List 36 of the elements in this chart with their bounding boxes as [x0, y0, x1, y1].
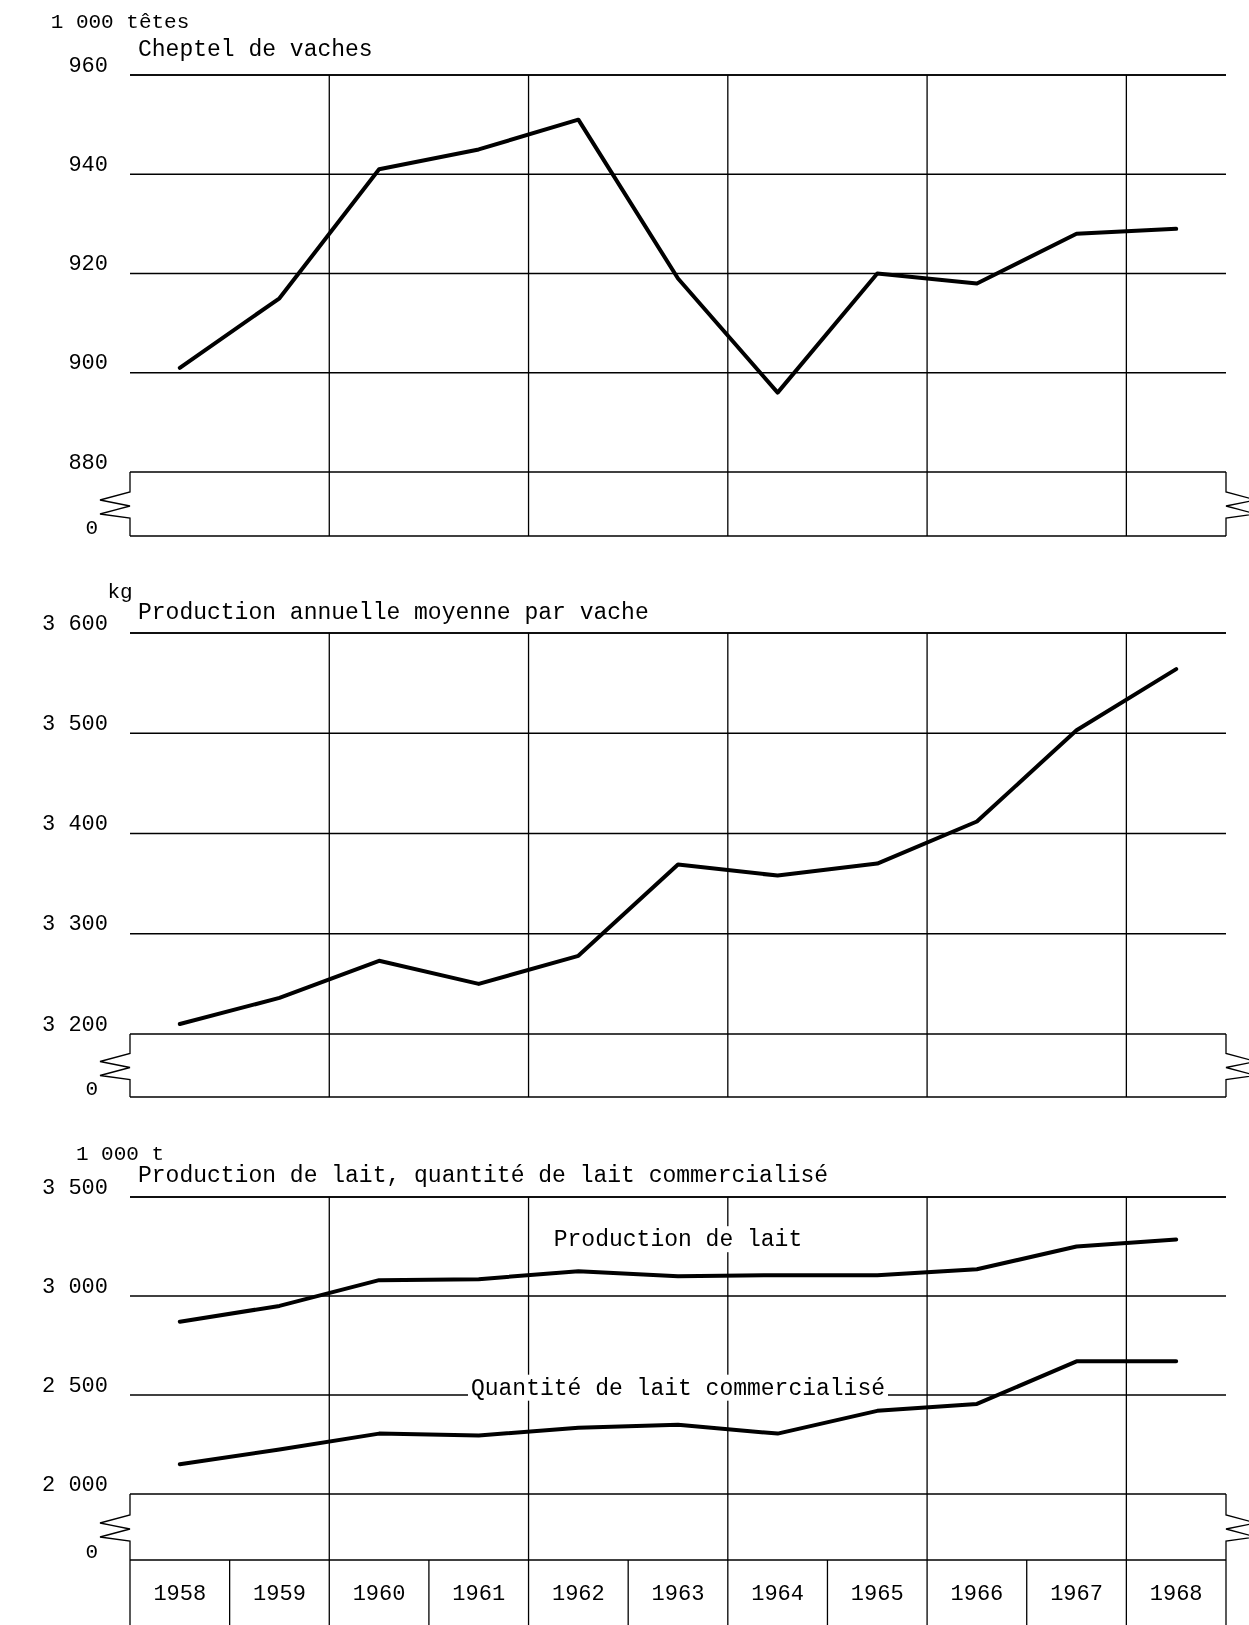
y-tick-label: 960 — [68, 53, 108, 79]
x-tick-label: 1959 — [253, 1582, 306, 1607]
y-tick-label: 900 — [68, 351, 108, 377]
x-tick-label: 1968 — [1149, 1582, 1203, 1607]
x-tick-label: 1961 — [452, 1582, 506, 1607]
y-tick-label: 2 000 — [41, 1472, 108, 1498]
y-tick-label: 940 — [68, 152, 108, 178]
y-tick-label: 3 300 — [41, 912, 108, 938]
x-tick-label: 1958 — [153, 1582, 207, 1607]
y-axis-title: 1 000 têtes — [50, 11, 190, 34]
y-axis-title: kg — [107, 581, 133, 604]
series-label: Production de lait — [553, 1227, 803, 1254]
x-tick-label: 1967 — [1050, 1582, 1103, 1607]
y-tick-label: 3 500 — [41, 711, 108, 737]
y-axis-title: 1 000 t — [75, 1143, 165, 1166]
y-tick-label: 3 400 — [41, 812, 108, 838]
text: 0 — [85, 1077, 98, 1101]
text: 0 — [85, 1540, 98, 1564]
y-tick-label: 3 200 — [41, 1012, 108, 1038]
y-tick-label: 920 — [68, 252, 108, 278]
x-tick-label: 1963 — [651, 1582, 705, 1607]
series-label: Quantité de lait commercialisé — [470, 1375, 886, 1402]
y-tick-label: 880 — [68, 450, 108, 476]
x-tick-label: 1964 — [751, 1582, 805, 1607]
y-tick-label: 3 000 — [41, 1274, 108, 1300]
y-tick-label: 3 600 — [41, 611, 108, 637]
y-tick-label: 2 500 — [41, 1373, 108, 1399]
x-tick-label: 1965 — [850, 1582, 904, 1607]
chart-title: Production de lait, quantité de lait commercialisé — [138, 1163, 829, 1189]
x-tick-label: 1960 — [352, 1582, 406, 1607]
x-tick-label: 1962 — [551, 1582, 605, 1607]
x-tick-label: 1966 — [950, 1582, 1004, 1607]
y-tick-label: 3 500 — [41, 1175, 108, 1201]
chart-title: Cheptel de vaches — [138, 37, 373, 63]
chart-title: Production annuelle moyenne par vache — [138, 600, 649, 626]
text: 0 — [85, 516, 98, 540]
